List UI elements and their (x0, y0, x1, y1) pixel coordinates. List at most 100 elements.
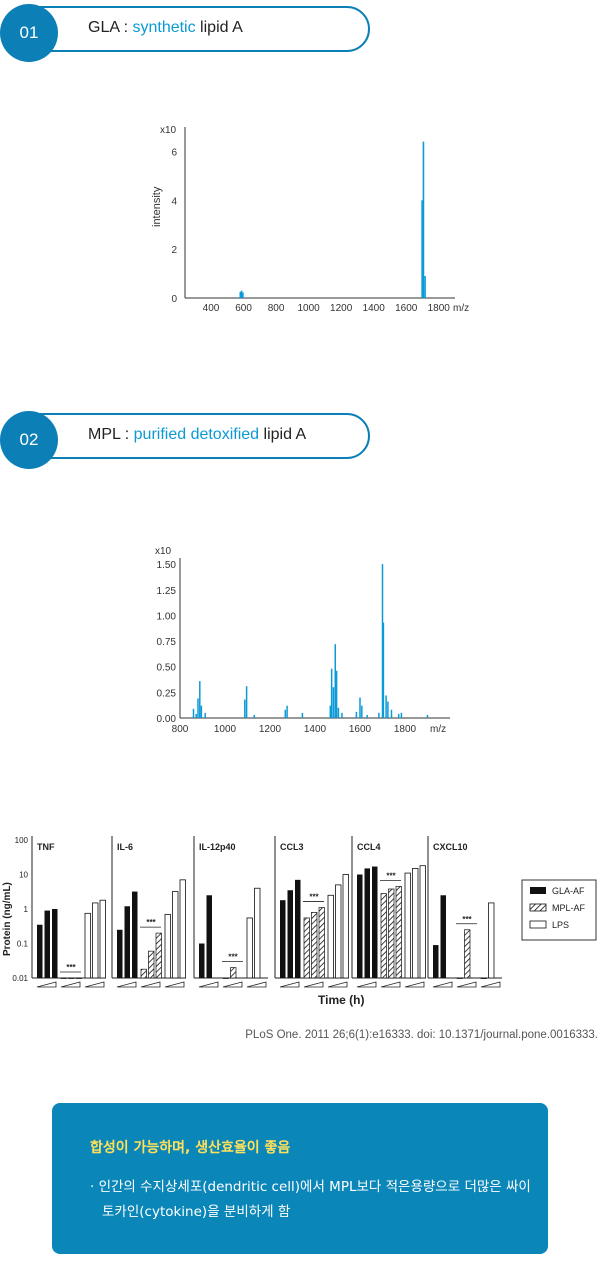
bar-gla-af (372, 866, 378, 978)
bar-lps (254, 887, 261, 979)
bar-gla-af (44, 910, 50, 978)
legend-swatch-lps (529, 920, 547, 929)
bar-lps (480, 977, 487, 979)
bar-gla-af (52, 909, 58, 978)
bar-mpl-af (140, 968, 147, 979)
section-header-gla: 01 GLA : synthetic lipid A (0, 4, 372, 62)
legend-swatch-gla (530, 887, 546, 894)
bar-mpl-af (148, 950, 155, 979)
bar-gla-af (295, 879, 301, 978)
significance-label: *** (146, 918, 156, 927)
x-tick-label: 1400 (304, 724, 327, 735)
title-highlight: purified detoxified (133, 426, 260, 443)
time-wedge (36, 981, 57, 988)
bar-gla-af (440, 895, 446, 978)
time-wedge (140, 981, 161, 988)
significance-label: *** (309, 893, 319, 902)
x-tick-label: 1800 (394, 724, 417, 735)
bar-gla-af (433, 945, 439, 978)
significance-label: *** (66, 963, 76, 972)
bar-lps (335, 884, 342, 979)
x-tick-label: 1000 (297, 303, 320, 314)
cytokine-panel: IL-12p40 *** (193, 836, 268, 988)
cytokine-panel: IL-6 *** (111, 836, 186, 988)
cytokine-panel: CXCL10 *** (427, 836, 502, 988)
time-wedge (222, 981, 243, 988)
x-tick-label: 800 (172, 724, 189, 735)
cytokine-panel: CCL3 *** (274, 836, 349, 988)
bar-lps (488, 902, 495, 979)
section-number-badge: 02 (0, 411, 58, 469)
bar-mpl-af (60, 977, 67, 979)
time-wedge (480, 981, 501, 988)
bar-gla-af (124, 906, 130, 978)
y-tick-label: 4 (171, 196, 177, 207)
bar-mpl-af (380, 893, 387, 979)
time-wedge (60, 981, 81, 988)
time-wedge (456, 981, 477, 988)
section-number-badge: 01 (0, 4, 58, 62)
y-tick-label: 1.25 (157, 586, 177, 597)
x-tick-label: 1200 (259, 724, 282, 735)
mpl-spectrum-chart: x10 0.00 0.25 0.50 0.75 1.00 1.25 1.50 800 1000… (155, 546, 450, 735)
panel-title: TNF (37, 842, 55, 852)
gla-spectrum-chart: x10 intensity 0 2 4 6 400 600 800 1000 1200 1400… (151, 125, 469, 314)
panel-title: IL-12p40 (199, 842, 236, 852)
x-tick-label: 1000 (214, 724, 237, 735)
x-tick-label: 400 (203, 303, 220, 314)
summary-box: 합성이 가능하며, 생산효율이 좋음 · 인간의 수지상세포(dendritic… (52, 1103, 548, 1254)
section-title: MPL : purified detoxified lipid A (88, 426, 306, 444)
time-wedge (84, 981, 105, 988)
x-unit-label: m/z (430, 724, 446, 735)
bar-lps (419, 865, 426, 979)
x-tick-label: 1600 (349, 724, 372, 735)
legend-label-mpl: MPL-AF (552, 903, 586, 913)
x-tick-label: 1600 (395, 303, 418, 314)
bar-lps (92, 902, 99, 979)
bar-lps (179, 879, 186, 979)
time-wedge (404, 981, 425, 988)
cytokine-panel: TNF *** (31, 836, 106, 988)
y-tick-label: 1.50 (157, 560, 177, 571)
legend-label-gla: GLA-AF (552, 886, 585, 896)
bar-lps (412, 868, 419, 979)
y-tick-label: 1.00 (157, 611, 177, 622)
legend: GLA-AF MPL-AF LPS (521, 879, 597, 941)
time-wedge (380, 981, 401, 988)
y-tick-label: 6 (171, 147, 177, 158)
bar-lps (342, 874, 349, 979)
y-tick-label: 0.75 (157, 637, 177, 648)
x-unit-label: m/z (453, 303, 469, 314)
significance-label: *** (386, 871, 396, 880)
bar-mpl-af (318, 907, 325, 979)
bar-mpl-af (388, 888, 395, 979)
bar-mpl-af (311, 911, 318, 979)
y-tick-label: 0.1 (17, 940, 29, 949)
time-wedge (164, 981, 185, 988)
bar-lps (164, 913, 171, 979)
time-wedge (356, 981, 377, 988)
bar-mpl-af (303, 917, 310, 979)
bar-gla-af (364, 868, 370, 978)
bar-lps (99, 899, 106, 979)
y-tick-label: 0 (171, 294, 177, 305)
significance-label: *** (228, 953, 238, 962)
significance-label: *** (462, 915, 472, 924)
panel-title: CCL3 (280, 842, 304, 852)
section-title: GLA : synthetic lipid A (88, 19, 243, 37)
time-wedge (116, 981, 137, 988)
section-header-mpl: 02 MPL : purified detoxified lipid A (0, 411, 372, 469)
bar-mpl-af (230, 967, 237, 979)
bar-lps (246, 917, 253, 979)
y-tick-label: 0.01 (12, 974, 28, 983)
y-tick-label: 0.50 (157, 663, 177, 674)
y-tick-label: 10 (19, 871, 28, 880)
title-suffix: lipid A (195, 19, 243, 36)
summary-title: 합성이 가능하며, 생산효율이 좋음 (90, 1140, 291, 1156)
bar-gla-af (37, 924, 43, 978)
summary-bullet: · 인간의 수지상세포(dendritic cell)에서 MPL보다 적은용량… (90, 1179, 531, 1220)
panel-title: CCL4 (357, 842, 381, 852)
panel-title: IL-6 (117, 842, 133, 852)
legend-swatch-mpl (529, 903, 547, 912)
